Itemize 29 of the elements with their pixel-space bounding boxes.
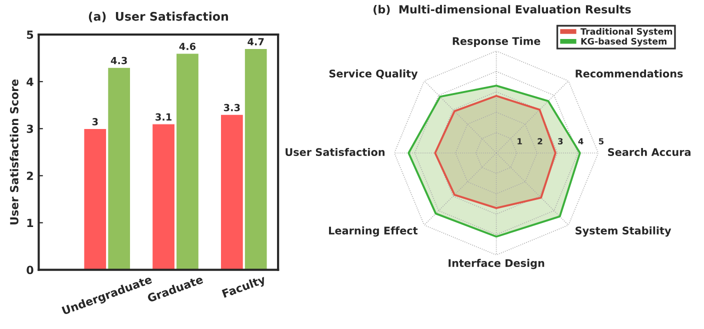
spoke-label: Recommendations (576, 69, 683, 78)
legend-label: KG-based System (581, 38, 666, 46)
y-tick-label: 2 (538, 138, 542, 144)
spoke-label: Learning Effect (329, 226, 418, 237)
spoke-label: User Satisfaction (286, 148, 384, 156)
spoke-label: Response Time (452, 36, 540, 48)
data-label: 3 (92, 118, 98, 126)
y-tick-label: 4 (578, 138, 584, 144)
data-label: 4.6 (179, 42, 196, 50)
spoke-label: Service Quality (329, 69, 418, 80)
y-tick-label: 3 (26, 124, 33, 134)
data-label: 3.1 (156, 113, 172, 121)
spoke-label: System Stability (576, 226, 672, 237)
y-tick-label: 5 (26, 30, 34, 39)
data-label: 3.3 (224, 104, 240, 112)
legend-label: Traditional System (580, 28, 672, 36)
data-label: 4.3 (110, 56, 127, 64)
chart-title: (b) Multi-dimensional Evaluation Results (374, 4, 631, 15)
y-tick-label: 4 (26, 78, 34, 86)
data-label: 4.7 (248, 38, 264, 46)
spoke-label: Search Accura (608, 148, 690, 156)
spoke-label: Interface Design (448, 258, 544, 270)
y-tick-label: 1 (518, 138, 522, 144)
y-tick-label: 5 (598, 138, 604, 144)
y-tick-label: 1 (27, 218, 34, 227)
y-axis-title: User Satisfaction Score (10, 79, 18, 224)
chart-title: (a) User Satisfaction (88, 12, 228, 22)
y-tick-label: 2 (27, 172, 33, 180)
y-tick-label: 0 (26, 266, 34, 274)
